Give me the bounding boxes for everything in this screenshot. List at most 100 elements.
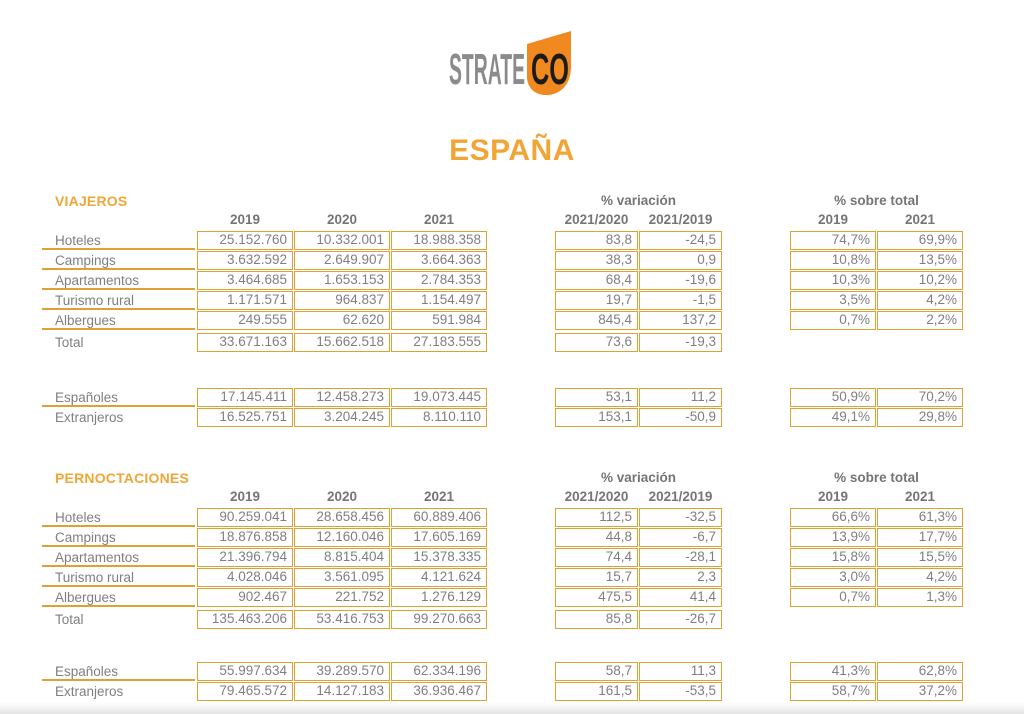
variation-cell: -28,1 [639, 548, 722, 567]
value-cell: 135.463.206 [197, 610, 293, 629]
value-cell: 3.664.363 [391, 251, 487, 270]
variation-cell: 38,3 [555, 251, 638, 270]
share-cell: 17,7% [877, 528, 963, 547]
value-cell: 8.815.404 [294, 548, 390, 567]
value-cell: 28.658.456 [294, 508, 390, 527]
row-label: Apartamentos [42, 271, 195, 290]
variation-cell: 74,4 [555, 548, 638, 567]
value-cell: 62.620 [294, 311, 390, 330]
viajeros-origin-table: Españoles 17.145.411 12.458.273 19.073.445 5… [42, 388, 963, 428]
bottom-fade [0, 702, 1024, 714]
share-cell: 70,2% [877, 388, 963, 407]
value-cell: 1.276.129 [391, 588, 487, 607]
value-cell: 3.561.095 [294, 568, 390, 587]
year-header: 2020 [326, 212, 358, 227]
share-cell: 41,3% [790, 662, 876, 681]
value-cell: 8.110.110 [391, 408, 487, 427]
variation-cell: 44,8 [555, 528, 638, 547]
row-label: Turismo rural [42, 291, 195, 310]
share-cell: 2,2% [877, 311, 963, 330]
share-cell: 61,3% [877, 508, 963, 527]
variation-cell: -19,6 [639, 271, 722, 290]
variation-cell: 845,4 [555, 311, 638, 330]
variation-cell: -50,9 [639, 408, 722, 427]
variation-cell: 2,3 [639, 568, 722, 587]
row-label: Campings [42, 528, 195, 547]
total-row: Total 135.463.206 53.416.753 99.270.663 85,8… [42, 610, 963, 629]
value-cell: 10.332.001 [294, 231, 390, 250]
value-cell: 60.889.406 [391, 508, 487, 527]
value-cell: 15.378.335 [391, 548, 487, 567]
variation-cell: 15,7 [555, 568, 638, 587]
variation-group-header: % variación [600, 193, 677, 208]
variation-cell: -19,3 [639, 333, 722, 352]
variation-cell: 137,2 [639, 311, 722, 330]
row-label: Extranjeros [55, 684, 124, 699]
variation-cell: 19,7 [555, 291, 638, 310]
variation-cell: -53,5 [639, 682, 722, 701]
origin-row: Extranjeros 79.465.572 14.127.183 36.936.46… [42, 682, 963, 701]
share-group-header: % sobre total [834, 193, 919, 208]
variation-cell: 161,5 [555, 682, 638, 701]
value-cell: 4.028.046 [197, 568, 293, 587]
variation-cell: 58,7 [555, 662, 638, 681]
share-cell: 10,2% [877, 271, 963, 290]
strateco-logo-svg: STRATE CO [449, 31, 571, 96]
pernoctaciones-origin-table: Españoles 55.997.634 39.289.570 62.334.196 5… [42, 662, 963, 702]
variation-cell: 68,4 [555, 271, 638, 290]
row-label: Albergues [42, 588, 195, 607]
value-cell: 18.876.858 [197, 528, 293, 547]
row-label: Españoles [42, 662, 195, 681]
share-cell: 29,8% [877, 408, 963, 427]
value-cell: 25.152.760 [197, 231, 293, 250]
table-row: Turismo rural 4.028.046 3.561.095 4.121.624… [42, 568, 963, 587]
year-header-row: 2019 2020 2021 2021/2020 2021/2019 2019 2021 [42, 488, 963, 506]
variation-cell: 11,3 [639, 662, 722, 681]
value-cell: 12.160.046 [294, 528, 390, 547]
variation-cell: 11,2 [639, 388, 722, 407]
variation-cell: 153,1 [555, 408, 638, 427]
table-row: Apartamentos 3.464.685 1.653.153 2.784.353 6… [42, 271, 963, 290]
origin-row: Españoles 55.997.634 39.289.570 62.334.196 5… [42, 662, 963, 681]
value-cell: 4.121.624 [391, 568, 487, 587]
value-cell: 2.784.353 [391, 271, 487, 290]
variation-cell: 83,8 [555, 231, 638, 250]
value-cell: 591.984 [391, 311, 487, 330]
variation-cell: -1,5 [639, 291, 722, 310]
share-cell: 49,1% [790, 408, 876, 427]
variation-col-header: 2021/2020 [564, 212, 629, 227]
variation-cell: 73,6 [555, 333, 638, 352]
table-row: Hoteles 90.259.041 28.658.456 60.889.406 112… [42, 508, 963, 527]
share-year-header: 2021 [904, 212, 936, 227]
variation-col-header: 2021/2019 [648, 489, 713, 504]
year-header: 2021 [423, 212, 455, 227]
row-label: Españoles [42, 388, 195, 407]
share-cell: 0,7% [790, 311, 876, 330]
value-cell: 39.289.570 [294, 662, 390, 681]
row-label: Extranjeros [55, 410, 124, 425]
page-title: ESPAÑA [449, 134, 575, 167]
share-cell: 69,9% [877, 231, 963, 250]
value-cell: 15.662.518 [294, 333, 390, 352]
value-cell: 99.270.663 [391, 610, 487, 629]
share-cell: 74,7% [790, 231, 876, 250]
share-cell: 13,9% [790, 528, 876, 547]
value-cell: 3.632.592 [197, 251, 293, 270]
share-cell: 37,2% [877, 682, 963, 701]
year-header: 2019 [229, 489, 261, 504]
value-cell: 33.671.163 [197, 333, 293, 352]
row-label: Hoteles [42, 231, 195, 250]
section-title-pernoctaciones: PERNOCTACIONES [55, 470, 189, 486]
value-cell: 17.605.169 [391, 528, 487, 547]
share-cell: 58,7% [790, 682, 876, 701]
variation-group-header: % variación [600, 470, 677, 485]
value-cell: 14.127.183 [294, 682, 390, 701]
share-cell: 3,0% [790, 568, 876, 587]
year-header: 2019 [229, 212, 261, 227]
variation-col-header: 2021/2020 [564, 489, 629, 504]
row-label: Total [55, 335, 84, 350]
table-row: Hoteles 25.152.760 10.332.001 18.988.358 83,… [42, 231, 963, 250]
value-cell: 27.183.555 [391, 333, 487, 352]
section-header-row: VIAJEROS % variación % sobre total [42, 192, 963, 210]
share-cell: 62,8% [877, 662, 963, 681]
